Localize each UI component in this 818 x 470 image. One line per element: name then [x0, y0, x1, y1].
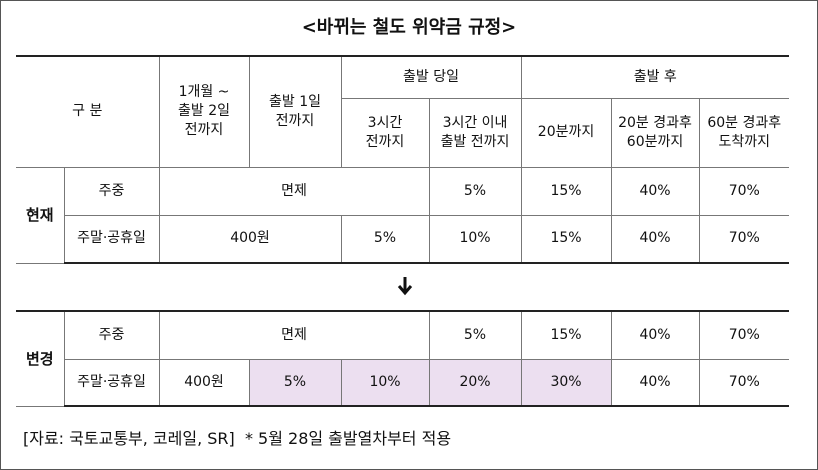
header-cell: 출발 후	[520, 55, 790, 99]
header-cell: 1개월 ~ 출발 2일 전까지	[158, 55, 250, 168]
cell: 400원	[158, 214, 342, 264]
cell: 40%	[610, 166, 700, 216]
header-cell: 3시간 이내 출발 전까지	[428, 97, 522, 168]
cell: 70%	[698, 310, 789, 360]
row-label: 주중	[63, 310, 160, 360]
changed-table: 변경 주중 면제 5% 15% 40% 70% 주말·공휴일 400원 5% 1…	[16, 310, 789, 407]
current-table: 구 분 1개월 ~ 출발 2일 전까지 출발 1일 전까지 출발 당일 출발 후…	[16, 55, 790, 264]
cell: 400원	[158, 358, 250, 407]
cell: 15%	[520, 214, 612, 264]
title: <바뀌는 철도 위약금 규정>	[301, 17, 517, 38]
cell: 40%	[610, 310, 700, 360]
cell: 15%	[520, 166, 612, 216]
header-cell: 3시간 전까지	[341, 97, 430, 168]
row-label: 주말·공휴일	[64, 214, 160, 264]
header-cell: 출발 당일	[340, 55, 522, 99]
header-cell: 출발 1일 전까지	[248, 55, 342, 168]
group-label: 변경	[16, 310, 65, 407]
highlight-cell: 30%	[520, 358, 612, 407]
header-cell: 20분까지	[520, 97, 612, 168]
cell: 70%	[698, 214, 790, 264]
cell: 5%	[428, 166, 522, 216]
cell: 40%	[610, 358, 700, 407]
highlight-cell: 5%	[248, 358, 342, 407]
footer: [자료: 국토교통부, 코레일, SR] * 5월 28일 출발열차부터 적용	[23, 429, 452, 448]
header-cell: 20분 경과후 60분까지	[610, 97, 700, 168]
row-label: 주말·공휴일	[64, 358, 160, 407]
cell: 5%	[340, 214, 430, 264]
cell: 면제	[158, 310, 430, 360]
down-arrow	[397, 277, 413, 296]
cell: 70%	[698, 358, 789, 407]
cell: 15%	[520, 310, 612, 360]
cell: 40%	[610, 214, 700, 264]
cell: 면제	[158, 166, 430, 216]
cell: 10%	[428, 214, 522, 264]
row-label: 주중	[63, 166, 160, 216]
header-cell: 60분 경과후 도착까지	[698, 97, 790, 168]
header-cell: 구 분	[16, 55, 160, 168]
highlight-cell: 10%	[340, 358, 430, 407]
cell: 5%	[428, 310, 522, 360]
group-label: 현재	[16, 166, 65, 264]
highlight-cell: 20%	[428, 358, 522, 407]
cell: 70%	[698, 166, 790, 216]
